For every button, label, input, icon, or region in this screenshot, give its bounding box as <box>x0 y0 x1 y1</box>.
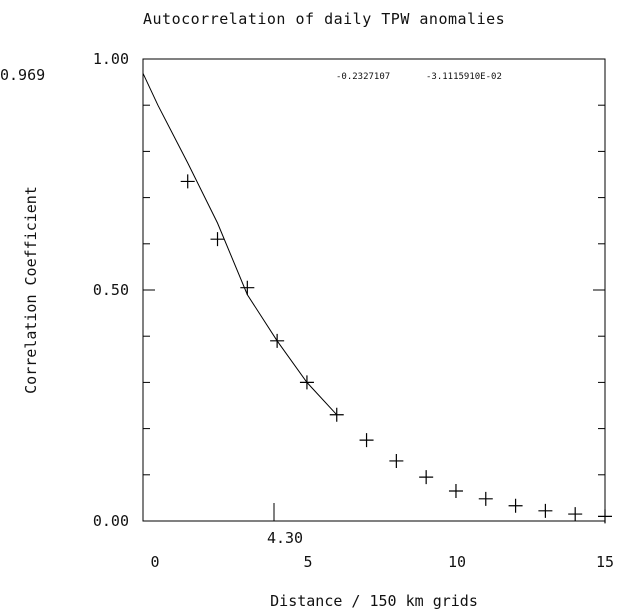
data-point <box>478 491 493 506</box>
x-axis-label: Distance / 150 km grids <box>270 592 478 610</box>
data-point <box>568 507 583 522</box>
data-point <box>299 375 314 390</box>
x-tick-label-15: 15 <box>596 553 614 571</box>
data-point <box>329 407 344 422</box>
y-ticks <box>143 58 605 522</box>
x-tick-label-5: 5 <box>303 553 312 571</box>
plot-frame <box>142 58 606 522</box>
x-tick-label-0: 0 <box>150 553 159 571</box>
chart-title: Autocorrelation of daily TPW anomalies <box>143 10 505 28</box>
data-point <box>538 503 553 518</box>
y-tick-label-050: 0.50 <box>93 281 129 299</box>
y-tick-label-0: 0.00 <box>93 512 129 530</box>
data-point <box>180 174 195 189</box>
data-point <box>210 232 225 247</box>
intercept-label: 0.969 <box>0 66 45 84</box>
data-point <box>270 333 285 348</box>
data-point <box>448 483 463 498</box>
data-point <box>598 509 612 524</box>
x-tick-label-10: 10 <box>448 553 466 571</box>
data-points <box>180 174 612 524</box>
coef-b-label: -3.1115910E-02 <box>426 72 502 82</box>
data-point <box>419 470 434 485</box>
data-point <box>240 280 255 295</box>
y-tick-label-1: 1.00 <box>93 50 129 68</box>
y-axis-label: Correlation Coefficient <box>22 186 40 394</box>
coef-a-label: -0.2327107 <box>336 72 390 82</box>
e-fold-label: 4.30 <box>267 529 303 547</box>
fit-curve <box>142 73 338 416</box>
data-point <box>359 433 374 448</box>
data-point <box>508 498 523 513</box>
data-point <box>389 453 404 468</box>
